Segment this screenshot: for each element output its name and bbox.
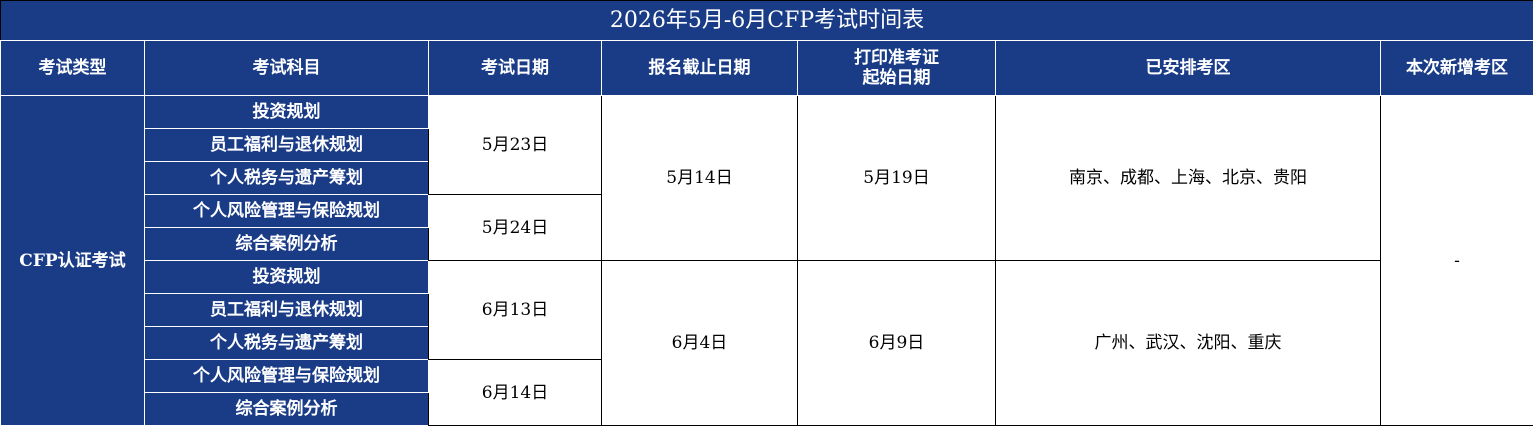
header-print-start: 打印准考证 起始日期 bbox=[797, 40, 996, 96]
new-regions-cell: - bbox=[1380, 95, 1533, 426]
print-start-cell: 5月19日 bbox=[797, 95, 996, 261]
deadline-cell: 6月4日 bbox=[601, 260, 798, 426]
subject-cell: 员工福利与退休规划 bbox=[144, 293, 429, 327]
subject-cell: 个人税务与遗产筹划 bbox=[144, 161, 429, 195]
subject-cell: 个人风险管理与保险规划 bbox=[144, 359, 429, 393]
header-subject: 考试科目 bbox=[144, 40, 429, 96]
table-row: 个人风险管理与保险规划 6月14日 bbox=[1, 359, 1533, 426]
table-row: 员工福利与退休规划 bbox=[1, 128, 1533, 162]
title-row: 2026年5月-6月CFP考试时间表 bbox=[0, 0, 1533, 41]
table-row: CFP认证考试 投资规划 5月23日 5月14日 5月19日 南京、成都、上海、… bbox=[0, 95, 1533, 426]
subject-cell: 员工福利与退休规划 bbox=[144, 128, 429, 162]
table-row: 投资规划 6月13日 6月4日 6月9日 广州、武汉、沈阳、重庆 bbox=[1, 260, 1533, 426]
deadline-cell: 5月14日 bbox=[601, 95, 798, 261]
table-title: 2026年5月-6月CFP考试时间表 bbox=[0, 0, 1533, 41]
table-row: 综合案例分析 bbox=[1, 227, 1533, 261]
header-exam-type: 考试类型 bbox=[0, 40, 145, 96]
print-start-cell: 6月9日 bbox=[797, 260, 996, 426]
table-row: 员工福利与退休规划 bbox=[1, 293, 1533, 327]
header-row: 考试类型 考试科目 考试日期 报名截止日期 打印准考证 起始日期 已安排考区 本… bbox=[0, 40, 1533, 96]
exam-date-cell: 5月24日 bbox=[428, 194, 602, 261]
header-new-regions: 本次新增考区 bbox=[1380, 40, 1533, 96]
regions-cell: 广州、武汉、沈阳、重庆 bbox=[995, 260, 1381, 426]
exam-type-cell: CFP认证考试 bbox=[0, 95, 145, 426]
table-row: 个人税务与遗产筹划 bbox=[1, 161, 1533, 195]
exam-date-cell: 6月14日 bbox=[428, 359, 602, 426]
subject-cell: 投资规划 bbox=[144, 260, 429, 294]
header-exam-date: 考试日期 bbox=[428, 40, 602, 96]
subject-cell: 综合案例分析 bbox=[144, 392, 429, 426]
subject-cell: 综合案例分析 bbox=[144, 227, 429, 261]
table-row: 个人税务与遗产筹划 bbox=[1, 326, 1533, 360]
subject-cell: 投资规划 bbox=[144, 95, 429, 129]
header-deadline: 报名截止日期 bbox=[601, 40, 798, 96]
header-regions: 已安排考区 bbox=[995, 40, 1381, 96]
exam-date-cell: 5月23日 bbox=[428, 95, 602, 195]
subject-cell: 个人风险管理与保险规划 bbox=[144, 194, 429, 228]
table-row: 个人风险管理与保险规划 5月24日 bbox=[1, 194, 1533, 261]
table-row: 综合案例分析 bbox=[1, 392, 1533, 426]
exam-date-cell: 6月13日 bbox=[428, 260, 602, 360]
regions-cell: 南京、成都、上海、北京、贵阳 bbox=[995, 95, 1381, 261]
subject-cell: 个人税务与遗产筹划 bbox=[144, 326, 429, 360]
